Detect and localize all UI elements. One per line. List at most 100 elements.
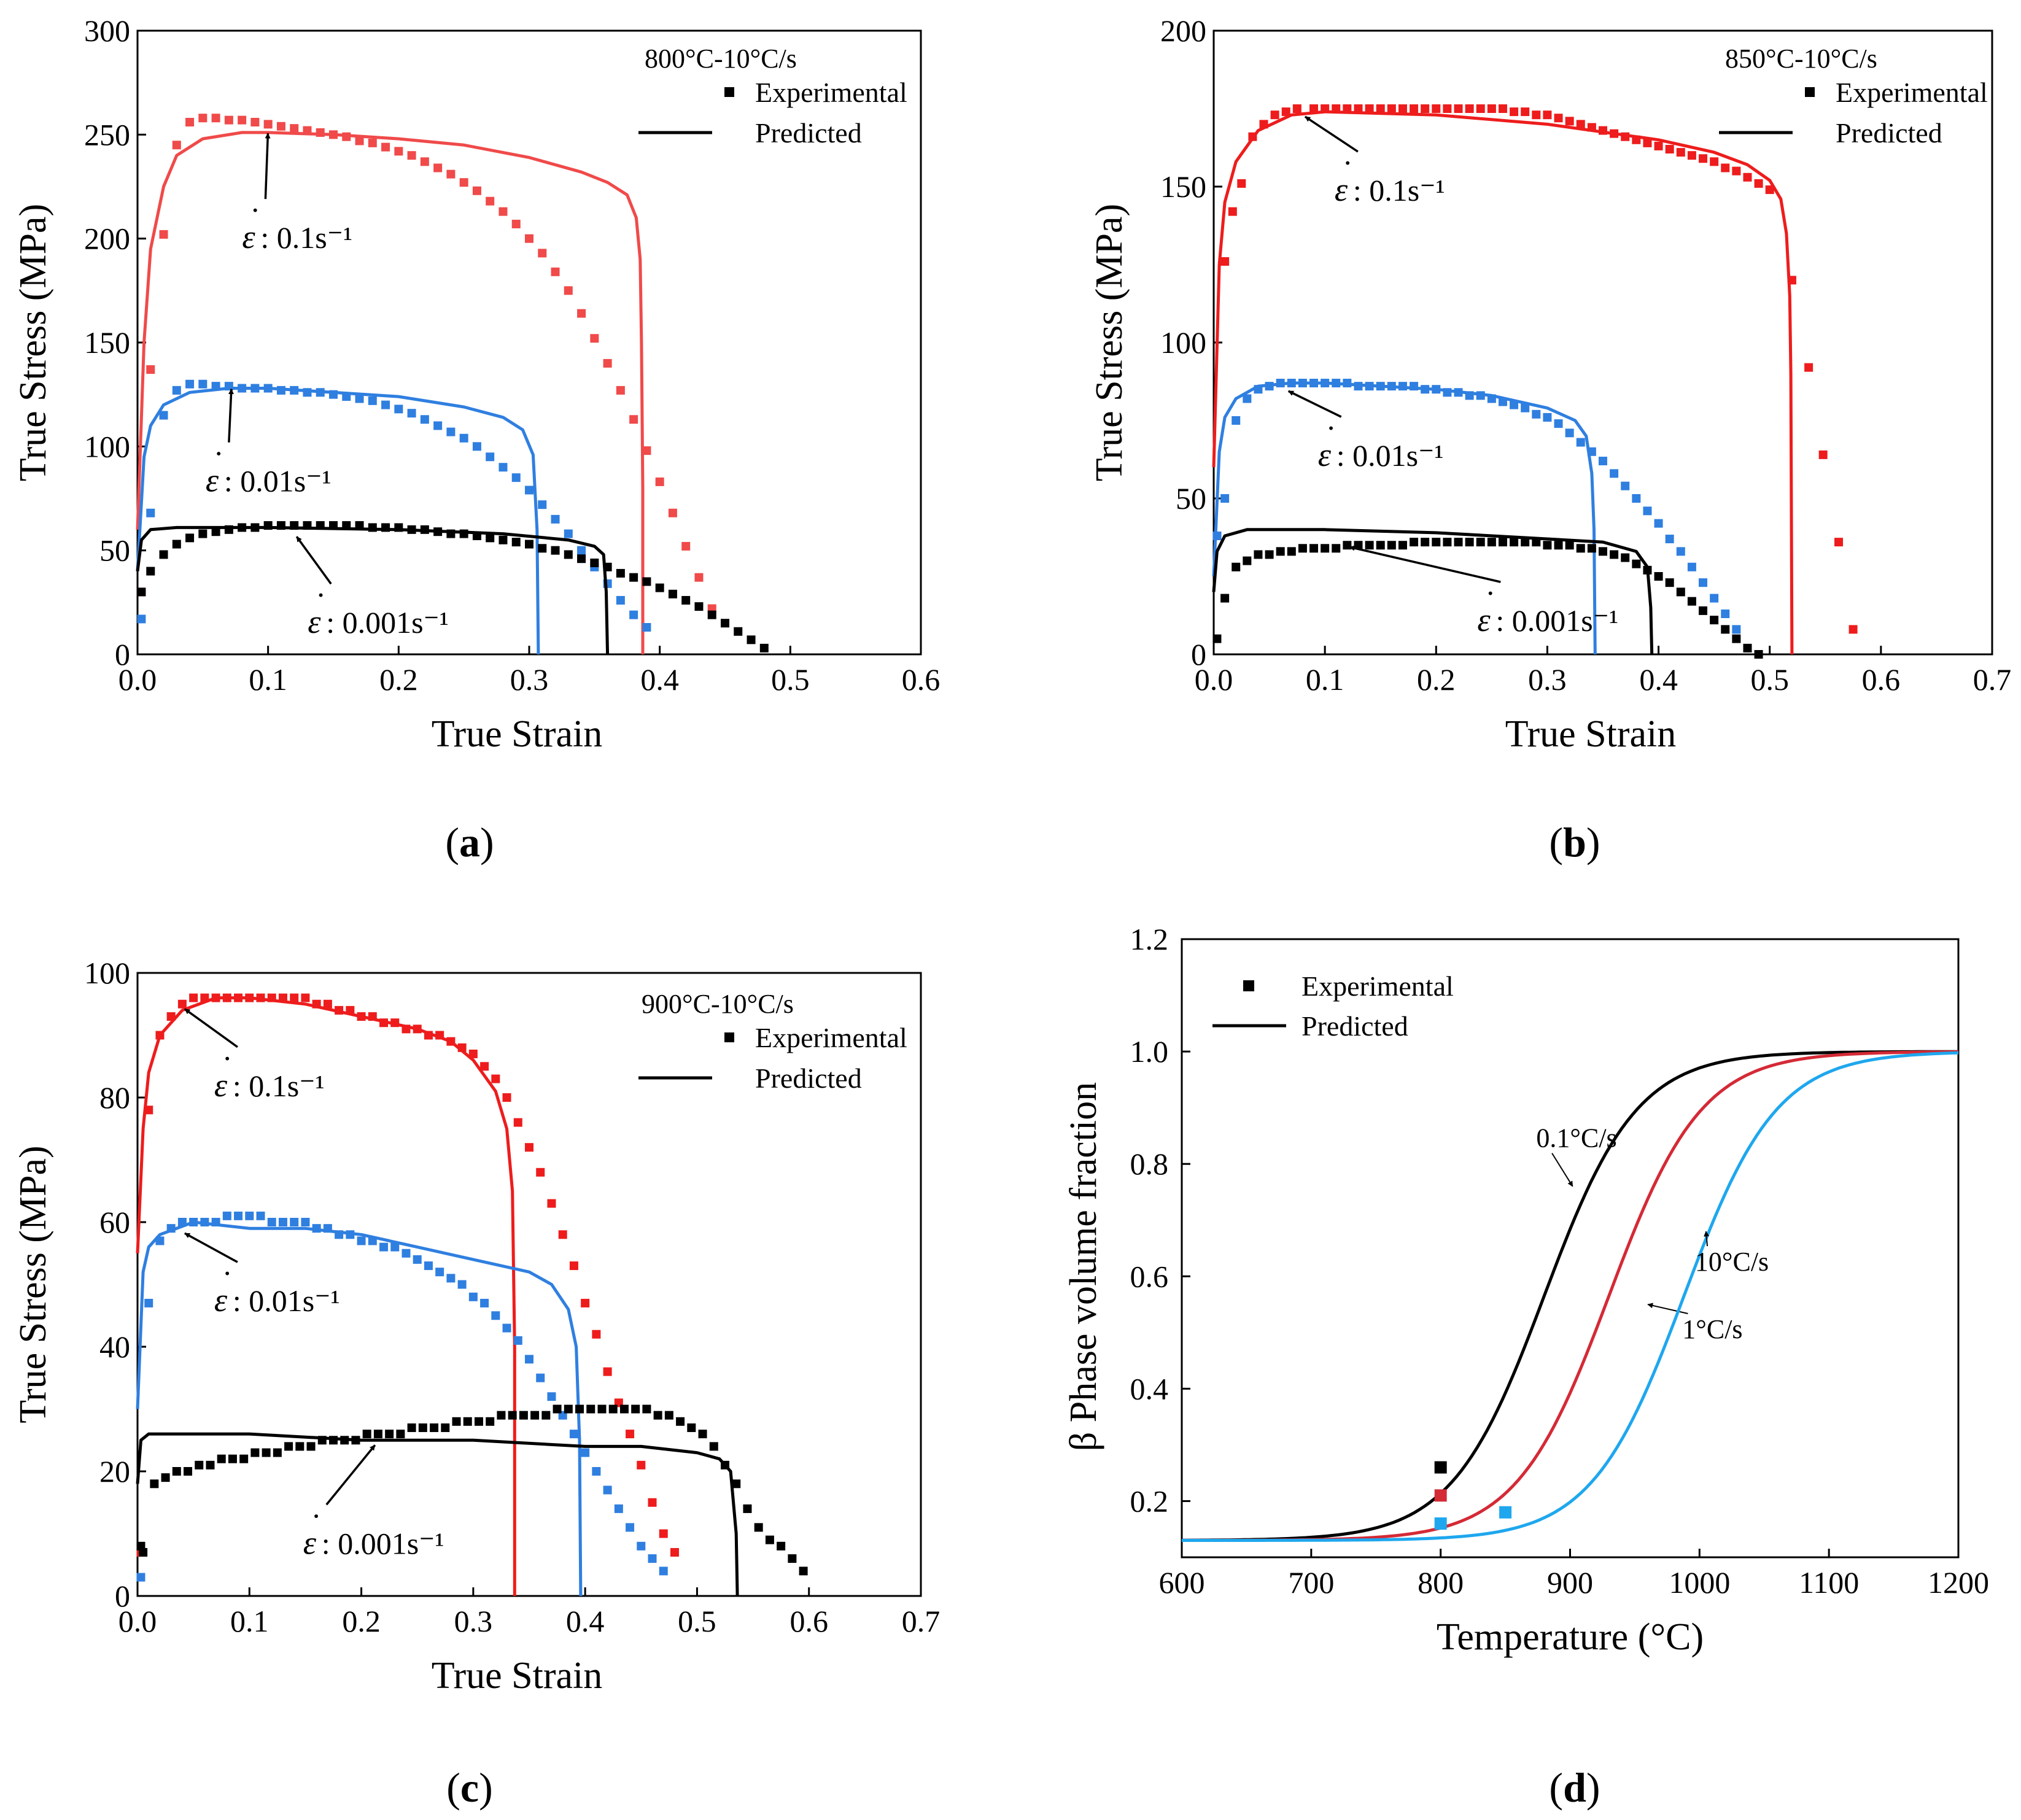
experimental-point-0.01 xyxy=(459,433,468,443)
experimental-point-0.01 xyxy=(433,421,443,430)
experimental-point-0.001 xyxy=(474,1417,483,1426)
experimental-point-0.01 xyxy=(1599,457,1607,466)
experimental-point-0.001 xyxy=(211,527,220,536)
experimental-point-0.001 xyxy=(653,1411,662,1420)
experimental-point-0.01 xyxy=(1254,385,1263,394)
experimental-point-0.001 xyxy=(1254,550,1263,559)
experimental-point-0.01 xyxy=(1576,438,1585,447)
experimental-point-0.1 xyxy=(1848,625,1858,634)
curve-label-arrow xyxy=(1647,1303,1688,1314)
experimental-point-0.001 xyxy=(603,562,612,571)
experimental-point-0.001 xyxy=(217,1454,226,1463)
experimental-point-0.001 xyxy=(511,538,521,547)
experimental-point-0.1 xyxy=(301,993,310,1002)
experimental-point-0.1 xyxy=(1621,132,1630,141)
experimental-point-0.1 xyxy=(435,1031,444,1040)
experimental-point-0.01 xyxy=(166,1224,176,1233)
experimental-point-0.001 xyxy=(1532,538,1541,547)
experimental-point-0.1 xyxy=(558,1230,567,1239)
y-tick-label: 100 xyxy=(84,956,130,990)
x-tick-label: 900 xyxy=(1547,1565,1593,1600)
experimental-point-0.1 xyxy=(211,114,220,123)
experimental-point-0.1 xyxy=(1237,179,1246,188)
experimental-point-0.001 xyxy=(407,525,416,534)
experimental-point-0.001 xyxy=(295,1442,305,1451)
experimental-point-0.1 xyxy=(407,151,416,160)
experimental-point-0.1 xyxy=(189,993,198,1002)
predicted-curve-10°C/s xyxy=(1182,1051,1959,1542)
annotation-dot: · xyxy=(316,578,326,612)
legend-marker-experimental xyxy=(1805,87,1815,97)
annotation-arrow xyxy=(184,1232,238,1263)
experimental-point-0.01 xyxy=(1654,519,1663,528)
experimental-point-0.001 xyxy=(1510,538,1519,547)
experimental-point-0.01 xyxy=(346,1230,355,1239)
x-tick-label: 800 xyxy=(1418,1565,1464,1600)
experimental-point-0.001 xyxy=(721,1460,729,1470)
experimental-point-0.1 xyxy=(1228,207,1237,216)
experimental-point-0.001 xyxy=(1365,541,1374,550)
experimental-point-0.001 xyxy=(664,1411,673,1420)
experimental-point-0.001 xyxy=(707,610,716,619)
x-tick-label: 0.5 xyxy=(771,662,810,697)
experimental-point-0.1 xyxy=(457,1043,467,1052)
experimental-point-0.01 xyxy=(1687,562,1696,571)
experimental-point-0.001 xyxy=(1212,634,1222,643)
experimental-point-0.001 xyxy=(263,521,273,530)
experimental-point-10°C/s xyxy=(1499,1506,1512,1519)
experimental-point-0.1 xyxy=(670,1547,679,1557)
annotation-dot: · xyxy=(250,193,260,227)
experimental-point-0.1 xyxy=(1554,114,1563,123)
y-tick-label: 100 xyxy=(1160,325,1206,360)
experimental-point-0.1 xyxy=(1721,163,1730,172)
experimental-point-0.01 xyxy=(198,379,208,389)
experimental-point-0.01 xyxy=(446,1274,456,1283)
experimental-point-0.01 xyxy=(1309,379,1319,388)
experimental-point-0.001 xyxy=(1376,541,1385,550)
x-tick-label: 0.6 xyxy=(902,662,941,697)
experimental-point-0.001 xyxy=(597,1404,607,1414)
experimental-point-0.01 xyxy=(335,1230,344,1239)
experimental-point-0.1 xyxy=(577,309,586,318)
experimental-point-0.01 xyxy=(551,514,560,524)
experimental-point-0.001 xyxy=(1754,650,1763,659)
annotation-arrow xyxy=(1349,545,1501,583)
experimental-point-0.001 xyxy=(284,1442,293,1451)
experimental-point-0.001 xyxy=(373,1430,382,1439)
experimental-point-0.01 xyxy=(1410,382,1419,391)
experimental-point-0.001 xyxy=(619,1404,629,1414)
y-tick-label: 0.8 xyxy=(1130,1147,1169,1181)
experimental-point-0.001 xyxy=(368,523,377,532)
annotation-epsilon: ε xyxy=(206,462,219,499)
curve-label-1°C/s: 1°C/s xyxy=(1682,1314,1742,1344)
experimental-point-0.01 xyxy=(267,1218,276,1226)
plot-frame xyxy=(136,972,922,1597)
x-tick-label: 0.0 xyxy=(1195,662,1233,697)
experimental-point-0.1 xyxy=(1498,104,1507,113)
experimental-point-0.1 xyxy=(1765,185,1774,195)
experimental-point-0.1 xyxy=(1281,107,1290,117)
y-axis-label: True Stress (MPa) xyxy=(1088,204,1130,481)
experimental-point-0.001 xyxy=(655,583,664,592)
x-tick-label: 0.1 xyxy=(1306,662,1344,697)
x-tick-label: 0.5 xyxy=(1750,662,1789,697)
experimental-point-0.1 xyxy=(486,196,495,206)
experimental-point-0.001 xyxy=(430,1423,439,1432)
experimental-point-0.1 xyxy=(564,286,573,295)
experimental-point-0.001 xyxy=(1354,541,1363,550)
experimental-point-0.01 xyxy=(491,1311,500,1320)
experimental-point-0.1 xyxy=(551,267,560,276)
experimental-point-0.01 xyxy=(1732,625,1741,634)
experimental-point-0.01 xyxy=(136,1573,145,1582)
experimental-point-0.01 xyxy=(276,385,285,395)
x-tick-label: 0.2 xyxy=(1417,662,1456,697)
experimental-point-0.001 xyxy=(1276,547,1285,556)
experimental-point-0.1 xyxy=(1321,104,1330,113)
experimental-point-0.01 xyxy=(1354,382,1363,391)
experimental-point-0.1 xyxy=(648,1498,657,1507)
experimental-point-0.01 xyxy=(189,1218,198,1226)
experimental-point-0.001 xyxy=(553,1404,562,1414)
experimental-point-0.1 xyxy=(1398,104,1407,113)
experimental-point-0.01 xyxy=(211,382,220,391)
